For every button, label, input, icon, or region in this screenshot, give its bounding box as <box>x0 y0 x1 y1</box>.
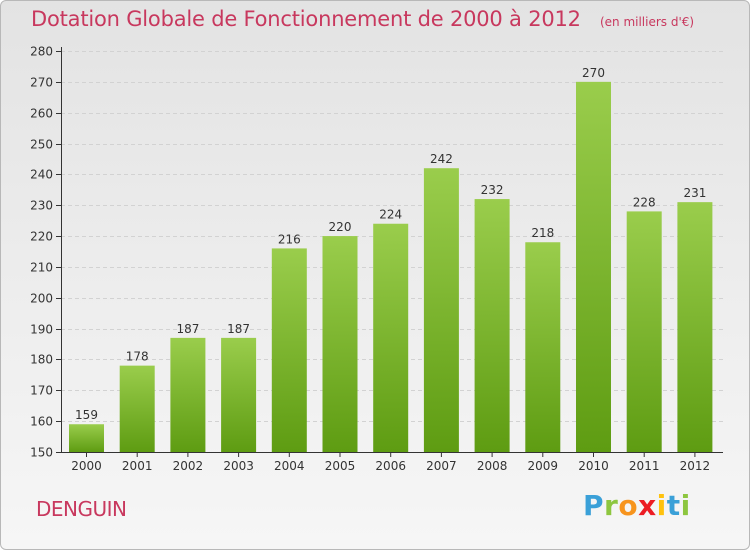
x-tick-label: 2009 <box>528 459 559 473</box>
bar <box>576 81 611 452</box>
logo-letter: t <box>666 489 681 522</box>
x-tick-label: 2004 <box>274 459 305 473</box>
bar-value-label: 218 <box>531 226 554 240</box>
y-tick-label: 210 <box>30 261 53 275</box>
bar-value-label: 159 <box>75 408 98 422</box>
y-tick-label: 190 <box>30 323 53 337</box>
x-tick-label: 2001 <box>122 459 153 473</box>
y-tick-label: 170 <box>30 384 53 398</box>
y-tick-label: 220 <box>30 230 53 244</box>
chart-title-row: Dotation Globale de Fonctionnement de 20… <box>31 7 694 31</box>
bar <box>474 199 510 452</box>
bar <box>626 211 662 452</box>
y-tick-label: 250 <box>30 138 53 152</box>
bar-value-label: 178 <box>126 350 149 364</box>
y-tick-label: 200 <box>30 292 53 306</box>
bar-value-label: 242 <box>430 152 453 166</box>
x-tick-label: 2007 <box>426 459 457 473</box>
bar <box>423 168 459 452</box>
bar-value-label: 187 <box>227 322 250 336</box>
bar-value-label: 224 <box>379 208 402 222</box>
x-tick-label: 2010 <box>578 459 609 473</box>
y-tick-label: 150 <box>30 446 53 460</box>
bar <box>525 242 561 452</box>
bar <box>170 337 206 452</box>
y-tick-label: 160 <box>30 415 53 429</box>
bar <box>677 202 713 452</box>
x-tick-label: 2000 <box>71 459 102 473</box>
bar <box>69 424 104 452</box>
y-tick-label: 280 <box>30 45 53 59</box>
logo-letter: r <box>604 489 619 522</box>
bar-value-label: 270 <box>582 66 605 80</box>
bar-value-label: 187 <box>176 322 199 336</box>
bar <box>373 223 409 452</box>
x-tick-label: 2011 <box>629 459 660 473</box>
logo-letter: i <box>680 489 691 522</box>
chart-subtitle: (en milliers d'€) <box>599 15 695 29</box>
x-tick-label: 2008 <box>477 459 508 473</box>
bar <box>119 365 155 452</box>
x-tick-label: 2006 <box>375 459 406 473</box>
x-tick-label: 2002 <box>173 459 204 473</box>
logo-letter: i <box>656 489 667 522</box>
bar-value-label: 232 <box>481 183 504 197</box>
y-tick-label: 240 <box>30 168 53 182</box>
y-tick-label: 270 <box>30 76 53 90</box>
proxiti-logo: Proxiti <box>583 489 691 522</box>
bar <box>322 236 358 452</box>
bar-value-label: 220 <box>329 220 352 234</box>
chart-title: Dotation Globale de Fonctionnement de 20… <box>31 7 581 31</box>
bar-value-label: 216 <box>278 232 301 246</box>
logo-letter: P <box>583 489 605 522</box>
bar-value-label: 228 <box>633 195 656 209</box>
bar <box>221 337 257 452</box>
commune-name: DENGUIN <box>36 497 127 521</box>
x-tick-label: 2005 <box>325 459 356 473</box>
bar <box>271 248 307 452</box>
y-tick-label: 230 <box>30 199 53 213</box>
logo-letter: x <box>638 489 657 522</box>
y-tick-label: 180 <box>30 353 53 367</box>
x-tick-label: 2012 <box>680 459 711 473</box>
logo-letter: o <box>618 489 639 522</box>
x-tick-label: 2003 <box>223 459 254 473</box>
bar-value-label: 231 <box>683 186 706 200</box>
y-tick-label: 260 <box>30 107 53 121</box>
